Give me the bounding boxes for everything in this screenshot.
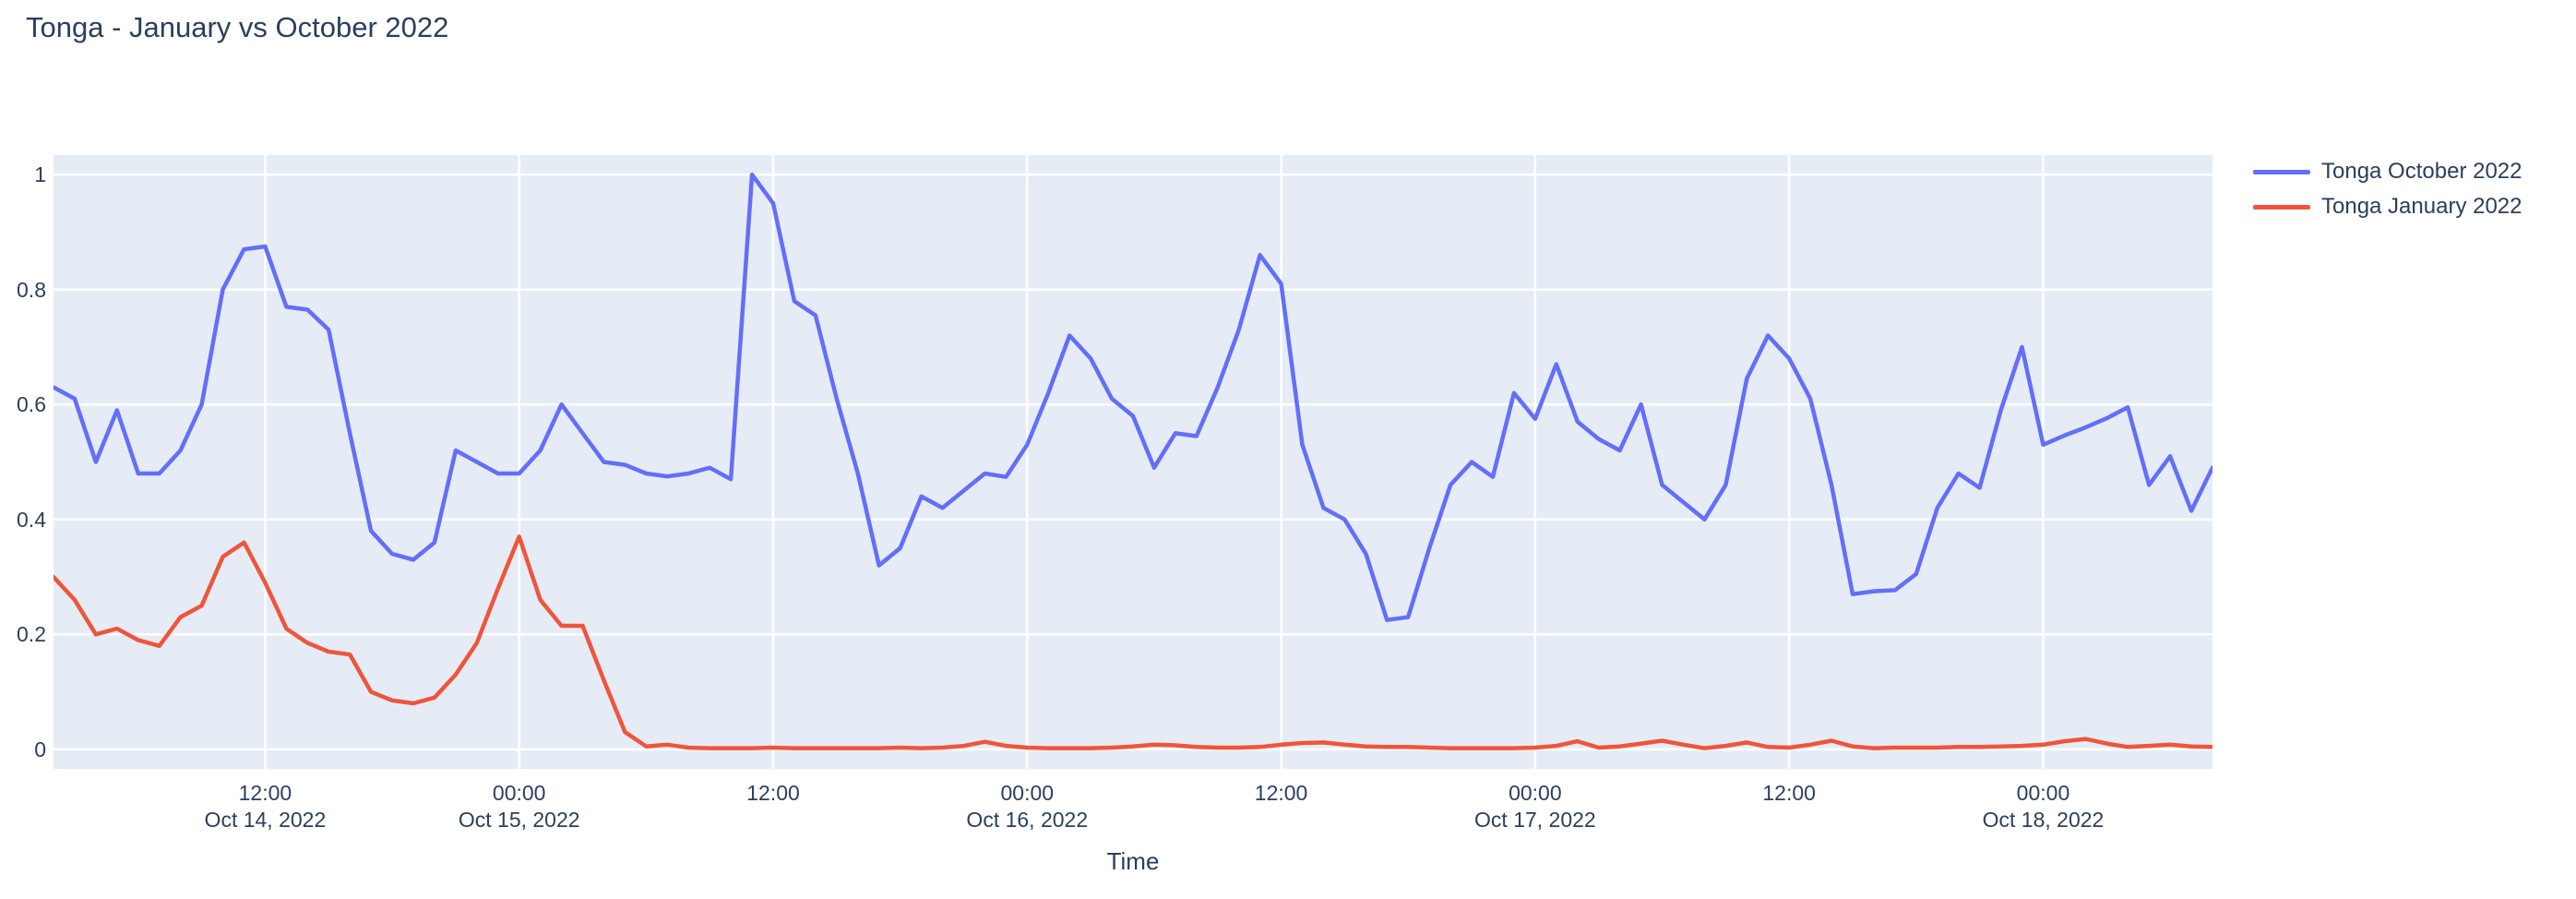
plot-background — [54, 155, 2212, 769]
plot-area[interactable] — [51, 155, 2215, 769]
series-line-tonga-january-2022[interactable] — [51, 534, 2215, 750]
x-tick-date: Oct 15, 2022 — [458, 808, 580, 832]
legend-item-tonga-january-2022[interactable]: Tonga January 2022 — [2253, 189, 2522, 224]
legend-label: Tonga October 2022 — [2321, 159, 2522, 184]
x-tick-label: 00:00 Oct 16, 2022 — [966, 780, 1088, 833]
x-tick-date: Oct 18, 2022 — [1982, 808, 2105, 832]
chart-title: Tonga - January vs October 2022 — [26, 11, 449, 43]
y-tick-label: 0.8 — [17, 277, 46, 302]
x-tick-date: Oct 17, 2022 — [1474, 808, 1596, 832]
x-tick-time: 12:00 — [238, 781, 292, 805]
x-tick-label: 12:00 — [1762, 780, 1816, 807]
series-line-tonga-october-2022[interactable] — [51, 172, 2215, 622]
y-tick-label: 0.2 — [17, 622, 46, 647]
x-tick-label: 12:00 — [1255, 780, 1308, 807]
legend-line-swatch — [2253, 169, 2310, 174]
x-axis-title: Time — [1106, 847, 1160, 875]
y-tick-label: 0.6 — [17, 392, 46, 417]
x-tick-time: 12:00 — [1762, 781, 1816, 805]
plot-canvas[interactable] — [51, 155, 2215, 769]
legend-label: Tonga January 2022 — [2321, 194, 2522, 219]
x-tick-time: 12:00 — [1254, 781, 1308, 805]
x-tick-date: Oct 14, 2022 — [204, 808, 327, 832]
x-tick-label: 12:00 — [746, 780, 800, 807]
x-tick-label: 00:00 Oct 15, 2022 — [459, 780, 580, 833]
y-tick-label: 0 — [34, 737, 46, 761]
x-tick-time: 00:00 — [1509, 781, 1562, 805]
x-tick-time: 12:00 — [746, 781, 800, 805]
x-tick-time: 00:00 — [2016, 781, 2070, 805]
x-tick-label: 00:00 Oct 17, 2022 — [1474, 780, 1596, 833]
x-tick-time: 00:00 — [492, 781, 546, 805]
x-tick-time: 00:00 — [1000, 781, 1055, 805]
legend-item-tonga-october-2022[interactable]: Tonga October 2022 — [2253, 154, 2522, 189]
legend-line-swatch — [2253, 204, 2310, 210]
y-tick-label: 1 — [34, 162, 46, 187]
legend: Tonga October 2022 Tonga January 2022 — [2253, 154, 2522, 224]
x-tick-date: Oct 16, 2022 — [966, 808, 1089, 832]
y-tick-label: 0.4 — [17, 507, 46, 532]
x-tick-label: 12:00 Oct 14, 2022 — [205, 780, 327, 833]
x-tick-label: 00:00 Oct 18, 2022 — [1983, 780, 2105, 833]
